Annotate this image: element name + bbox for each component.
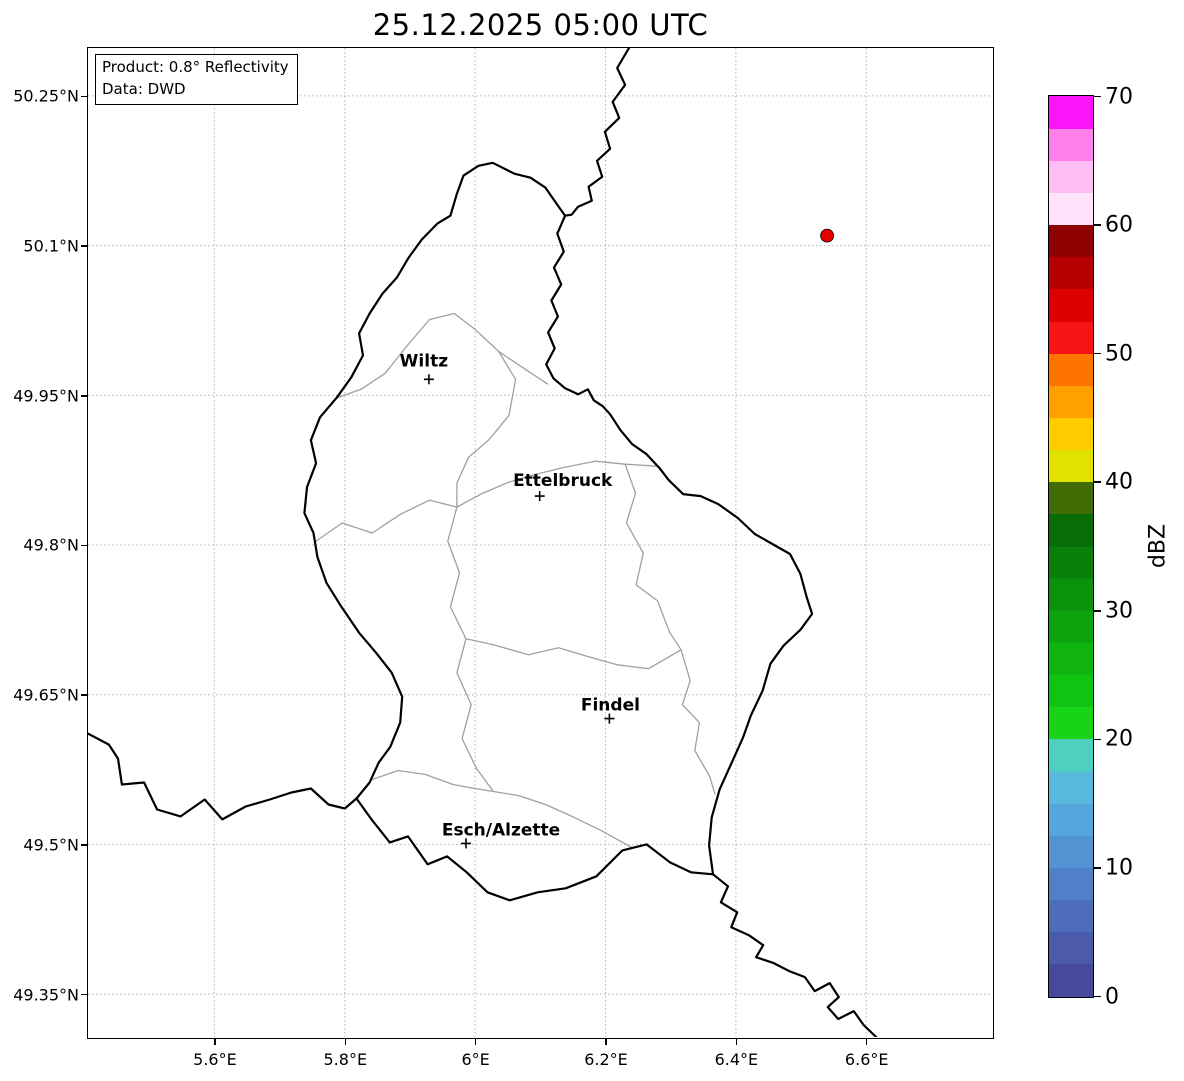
colorbar-tick-mark [1094,481,1101,483]
radar-location-marker [820,228,834,243]
colorbar-tick-label: 40 [1105,469,1133,495]
y-tick-mark [81,844,87,846]
colorbar-band [1049,899,1093,933]
map-canvas: Wiltz Ettelbruck Findel Esch/Alzette [88,48,992,1037]
district-border-grevenmacher-west [624,463,716,795]
x-tick-mark [605,1039,607,1045]
x-tick-label: 6.2°E [584,1050,628,1069]
colorbar-band [1049,288,1093,322]
colorbar-tick-label: 70 [1105,84,1133,109]
x-tick-mark [865,1039,868,1045]
colorbar-band [1049,353,1093,386]
colorbar-tick-label: 60 [1105,212,1133,238]
colorbar-tick-mark [1094,738,1101,741]
y-tick-mark [81,395,87,397]
city-marker-esch-alzette [461,838,471,849]
district-border-wiltz-south [314,460,657,543]
product-info-line: Product: 0.8° Reflectivity [102,58,289,76]
x-tick-label: 5.6°E [193,1050,237,1069]
national-border-belgium-france [88,732,358,821]
y-tick-label: 49.35°N [13,985,79,1005]
y-tick-label: 49.95°N [13,386,79,406]
city-marker-findel [604,713,615,724]
x-tick-mark [735,1039,738,1045]
colorbar-tick-mark [1094,995,1101,998]
product-info-box: Product: 0.8° Reflectivity Data: DWD [95,54,298,105]
colorbar-band [1049,513,1093,547]
y-tick-mark [81,544,87,547]
colorbar-band [1049,128,1093,161]
colorbar-band [1049,160,1093,194]
district-border-wiltz-east [456,351,517,508]
colorbar-band [1049,835,1093,869]
colorbar-band [1049,96,1093,129]
x-tick-mark [344,1039,347,1045]
colorbar-band [1049,803,1093,836]
colorbar-tick-label: 30 [1105,598,1133,624]
national-border-france-germany [711,873,878,1037]
x-tick-mark [474,1039,477,1045]
x-tick-label: 6°E [461,1050,490,1069]
colorbar-tick-label: 10 [1105,855,1133,881]
colorbar-band [1049,546,1093,579]
y-tick-mark [81,245,87,247]
colorbar-band [1049,192,1093,226]
x-tick-label: 5.8°E [323,1050,368,1069]
colorbar-tick-mark [1094,352,1101,355]
city-label-esch-alzette: Esch/Alzette [442,820,560,840]
colorbar-band [1049,706,1093,740]
colorbar-tick-label: 0 [1105,984,1119,1009]
colorbar-band [1049,449,1093,483]
colorbar-band [1049,771,1093,804]
national-border-luxembourg-outline [303,161,814,902]
district-border-center-vertical [447,506,494,792]
colorbar-band [1049,642,1093,676]
district-border-luxembourg-north [465,638,682,670]
colorbar-band [1049,578,1093,611]
x-tick-label: 6.6°E [844,1050,889,1069]
y-tick-mark [81,95,87,98]
colorbar-band [1049,738,1093,772]
district-border-esch-north [371,769,632,848]
colorbar-band [1049,321,1093,354]
y-tick-label: 49.5°N [23,835,79,855]
city-label-wiltz: Wiltz [400,351,449,371]
y-tick-mark [81,993,87,996]
colorbar-label: dBZ [1145,523,1171,569]
colorbar-band [1049,417,1093,451]
map-plot-area: Wiltz Ettelbruck Findel Esch/Alzette Produc… [87,47,994,1039]
y-tick-label: 50.25°N [13,86,79,106]
colorbar-tick-label: 50 [1105,341,1133,367]
colorbar-band [1049,481,1093,515]
colorbar-band [1049,674,1093,708]
colorbar-band [1049,867,1093,901]
colorbar-band [1049,385,1093,419]
city-label-ettelbruck: Ettelbruck [513,471,613,491]
colorbar-band [1049,224,1093,258]
district-border-clervaux-south [335,312,549,399]
colorbar-tick-mark [1094,610,1101,612]
city-marker-ettelbruck [534,491,545,502]
y-tick-mark [81,694,87,696]
colorbar-band [1049,610,1093,644]
x-tick-label: 6.4°E [714,1050,759,1069]
colorbar-tick-label: 20 [1105,726,1133,752]
colorbar-band [1049,963,1093,997]
city-marker-wiltz [423,374,434,385]
y-tick-label: 49.8°N [23,535,79,555]
data-source-line: Data: DWD [102,79,186,98]
colorbar-tick-mark [1094,224,1101,226]
city-label-findel: Findel [581,696,640,716]
plot-title: 25.12.2025 05:00 UTC [372,8,709,42]
colorbar-tick-mark [1094,867,1101,869]
y-tick-label: 50.1°N [23,236,79,256]
y-tick-label: 49.65°N [13,685,79,705]
colorbar [1048,95,1094,998]
national-border-belgium-germany [564,48,631,217]
colorbar-band [1049,931,1093,965]
colorbar-band [1049,256,1093,290]
colorbar-tick-mark [1094,95,1101,98]
x-tick-mark [214,1039,216,1045]
